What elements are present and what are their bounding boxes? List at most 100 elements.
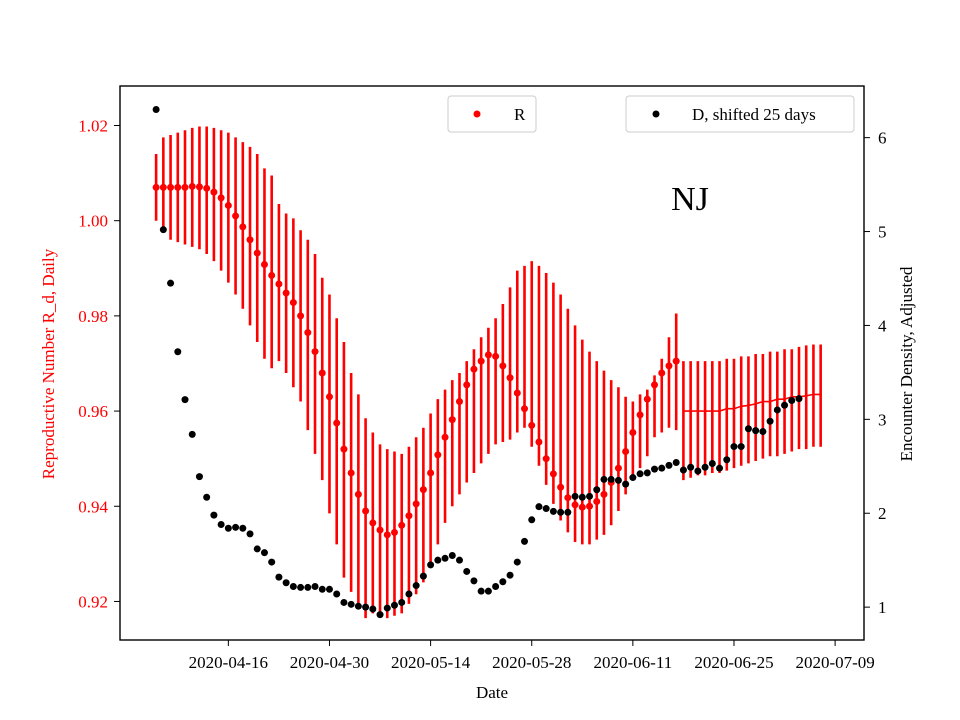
left-y-tick-label: 0.92	[78, 592, 108, 611]
r-point	[188, 182, 196, 190]
r-point	[318, 369, 326, 377]
r-point	[340, 445, 348, 453]
r-point	[268, 271, 276, 279]
d-point	[455, 556, 463, 564]
left-y-axis: 0.92 0.94 0.96 0.98 1.00 1.02	[78, 117, 120, 611]
d-point	[549, 507, 557, 515]
r-point	[506, 374, 514, 382]
r-point	[333, 419, 341, 427]
right-y-axis-label: Encounter Density, Adjusted	[897, 266, 916, 461]
r-point	[282, 289, 290, 297]
d-point	[369, 605, 377, 613]
r-point	[600, 490, 608, 498]
d-point	[759, 428, 767, 436]
x-tick-label: 2020-05-28	[492, 653, 571, 672]
r-point	[210, 188, 218, 196]
r-point	[586, 502, 594, 510]
x-tick-label: 2020-06-25	[694, 653, 773, 672]
d-point	[701, 463, 709, 471]
r-point	[542, 455, 550, 463]
d-point	[528, 516, 536, 524]
d-point	[275, 573, 283, 581]
d-point	[188, 430, 196, 438]
r-point	[448, 416, 456, 424]
d-point	[665, 461, 673, 469]
d-point	[773, 406, 781, 414]
r-point	[354, 490, 362, 498]
right-y-tick-label: 3	[878, 410, 887, 429]
d-point	[636, 470, 644, 478]
d-point	[390, 601, 398, 609]
legend-r: R	[447, 95, 537, 133]
d-point	[333, 590, 341, 598]
d-point	[253, 545, 261, 553]
d-point	[347, 600, 355, 608]
r-point	[658, 369, 666, 377]
r-point	[593, 498, 601, 505]
r-point	[441, 433, 449, 441]
legend-d-marker	[652, 110, 660, 118]
d-point	[651, 465, 659, 473]
r-point	[549, 470, 557, 478]
d-point	[600, 475, 608, 483]
d-point	[752, 427, 760, 435]
d-point	[730, 443, 738, 451]
d-point	[419, 572, 427, 580]
d-point	[499, 578, 507, 586]
x-tick-label: 2020-04-16	[189, 653, 268, 672]
r-point	[672, 357, 680, 365]
legend-d-label: D, shifted 25 days	[692, 105, 816, 124]
r-point	[665, 362, 673, 370]
r-point	[463, 381, 471, 389]
d-point	[354, 602, 362, 610]
d-point	[152, 105, 160, 113]
state-label: NJ	[671, 181, 709, 218]
r-point	[260, 260, 268, 268]
r-point	[383, 531, 391, 539]
right-y-tick-label: 5	[878, 223, 887, 242]
left-y-tick-label: 0.96	[78, 402, 108, 421]
r-point	[651, 381, 659, 389]
r-point	[174, 183, 182, 191]
d-point	[513, 558, 521, 566]
d-point	[398, 598, 406, 606]
r-point	[643, 395, 651, 403]
d-point	[571, 492, 579, 500]
d-point	[614, 476, 622, 484]
d-point	[239, 524, 247, 532]
d-point	[564, 508, 572, 516]
x-axis-label: Date	[476, 683, 508, 702]
r-point	[521, 405, 529, 413]
r-point	[412, 500, 420, 508]
d-point	[318, 585, 326, 593]
r-point	[376, 526, 384, 534]
d-point	[304, 583, 312, 591]
r-point	[614, 464, 622, 472]
d-point	[383, 604, 391, 612]
left-y-axis-label: Reproductive Number R_d, Daily	[39, 248, 58, 479]
d-point	[643, 469, 651, 477]
r-point	[289, 299, 297, 307]
d-point	[210, 511, 218, 519]
r-point	[232, 212, 240, 220]
d-point	[289, 582, 297, 590]
d-point	[672, 459, 680, 467]
r-point	[311, 348, 319, 356]
r-point	[239, 223, 247, 231]
d-point	[477, 587, 485, 595]
r-point	[564, 494, 572, 502]
r-point	[275, 280, 283, 288]
x-axis: 2020-04-16 2020-04-30 2020-05-14 2020-05-28…	[189, 640, 875, 672]
r-point	[492, 352, 500, 360]
left-y-tick-label: 0.98	[78, 307, 108, 326]
legend-d: D, shifted 25 days	[625, 95, 855, 133]
d-point	[340, 598, 348, 606]
x-tick-label: 2020-04-30	[290, 653, 369, 672]
d-point	[427, 561, 435, 569]
d-point	[492, 582, 500, 590]
d-point	[795, 395, 803, 403]
right-y-tick-label: 6	[878, 129, 887, 148]
d-point	[463, 567, 471, 575]
r-point	[470, 365, 478, 373]
d-point	[586, 492, 594, 500]
